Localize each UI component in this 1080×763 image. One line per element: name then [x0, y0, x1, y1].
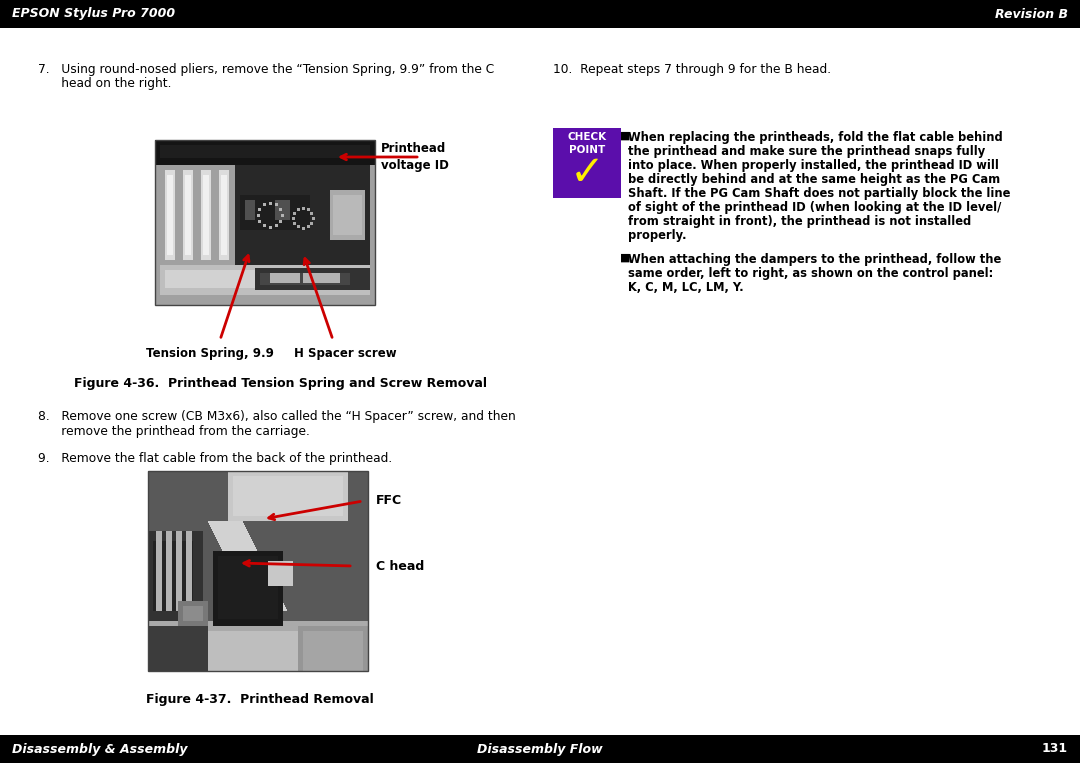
- Text: head on the right.: head on the right.: [38, 77, 172, 90]
- Text: Figure 4-36.  Printhead Tension Spring and Screw Removal: Figure 4-36. Printhead Tension Spring an…: [73, 377, 486, 390]
- Bar: [156, 140, 375, 305]
- Text: ✓: ✓: [569, 152, 605, 194]
- Bar: [553, 128, 621, 198]
- Text: CHECK: CHECK: [567, 132, 607, 142]
- Text: properly.: properly.: [627, 229, 687, 242]
- Text: POINT: POINT: [569, 145, 605, 155]
- Text: When replacing the printheads, fold the flat cable behind: When replacing the printheads, fold the …: [627, 131, 1002, 144]
- Text: Disassembly & Assembly: Disassembly & Assembly: [12, 742, 188, 755]
- Text: remove the printhead from the carriage.: remove the printhead from the carriage.: [38, 425, 310, 438]
- Text: ■: ■: [620, 131, 631, 141]
- Text: 8.   Remove one screw (CB M3x6), also called the “H Spacer” screw, and then: 8. Remove one screw (CB M3x6), also call…: [38, 410, 516, 423]
- Text: Printhead
voltage ID: Printhead voltage ID: [381, 143, 449, 172]
- Bar: [0, 735, 1080, 763]
- Text: EPSON Stylus Pro 7000: EPSON Stylus Pro 7000: [12, 8, 175, 21]
- Text: 7.   Using round-nosed pliers, remove the “Tension Spring, 9.9” from the C: 7. Using round-nosed pliers, remove the …: [38, 63, 495, 76]
- Text: Shaft. If the PG Cam Shaft does not partially block the line: Shaft. If the PG Cam Shaft does not part…: [627, 187, 1011, 200]
- Text: the printhead and make sure the printhead snaps fully: the printhead and make sure the printhea…: [627, 145, 985, 158]
- Text: of sight of the printhead ID (when looking at the ID level/: of sight of the printhead ID (when looki…: [627, 201, 1001, 214]
- Bar: [0, 0, 1080, 28]
- Text: FFC: FFC: [376, 494, 402, 507]
- Text: into place. When properly installed, the printhead ID will: into place. When properly installed, the…: [627, 159, 999, 172]
- Text: Revision B: Revision B: [995, 8, 1068, 21]
- Bar: [148, 471, 368, 671]
- Text: Figure 4-37.  Printhead Removal: Figure 4-37. Printhead Removal: [146, 693, 374, 706]
- Text: be directly behind and at the same height as the PG Cam: be directly behind and at the same heigh…: [627, 173, 1000, 186]
- Text: K, C, M, LC, LM, Y.: K, C, M, LC, LM, Y.: [627, 281, 744, 294]
- Text: 10.  Repeat steps 7 through 9 for the B head.: 10. Repeat steps 7 through 9 for the B h…: [553, 63, 832, 76]
- Text: ■: ■: [620, 253, 631, 263]
- Text: When attaching the dampers to the printhead, follow the: When attaching the dampers to the printh…: [627, 253, 1001, 266]
- Text: same order, left to right, as shown on the control panel:: same order, left to right, as shown on t…: [627, 267, 994, 280]
- Text: H Spacer screw: H Spacer screw: [294, 347, 396, 360]
- Text: Tension Spring, 9.9: Tension Spring, 9.9: [146, 347, 274, 360]
- Text: 131: 131: [1042, 742, 1068, 755]
- Text: Disassembly Flow: Disassembly Flow: [477, 742, 603, 755]
- Text: 9.   Remove the flat cable from the back of the printhead.: 9. Remove the flat cable from the back o…: [38, 452, 392, 465]
- Text: C head: C head: [376, 559, 424, 572]
- Text: from straight in front), the printhead is not installed: from straight in front), the printhead i…: [627, 215, 971, 228]
